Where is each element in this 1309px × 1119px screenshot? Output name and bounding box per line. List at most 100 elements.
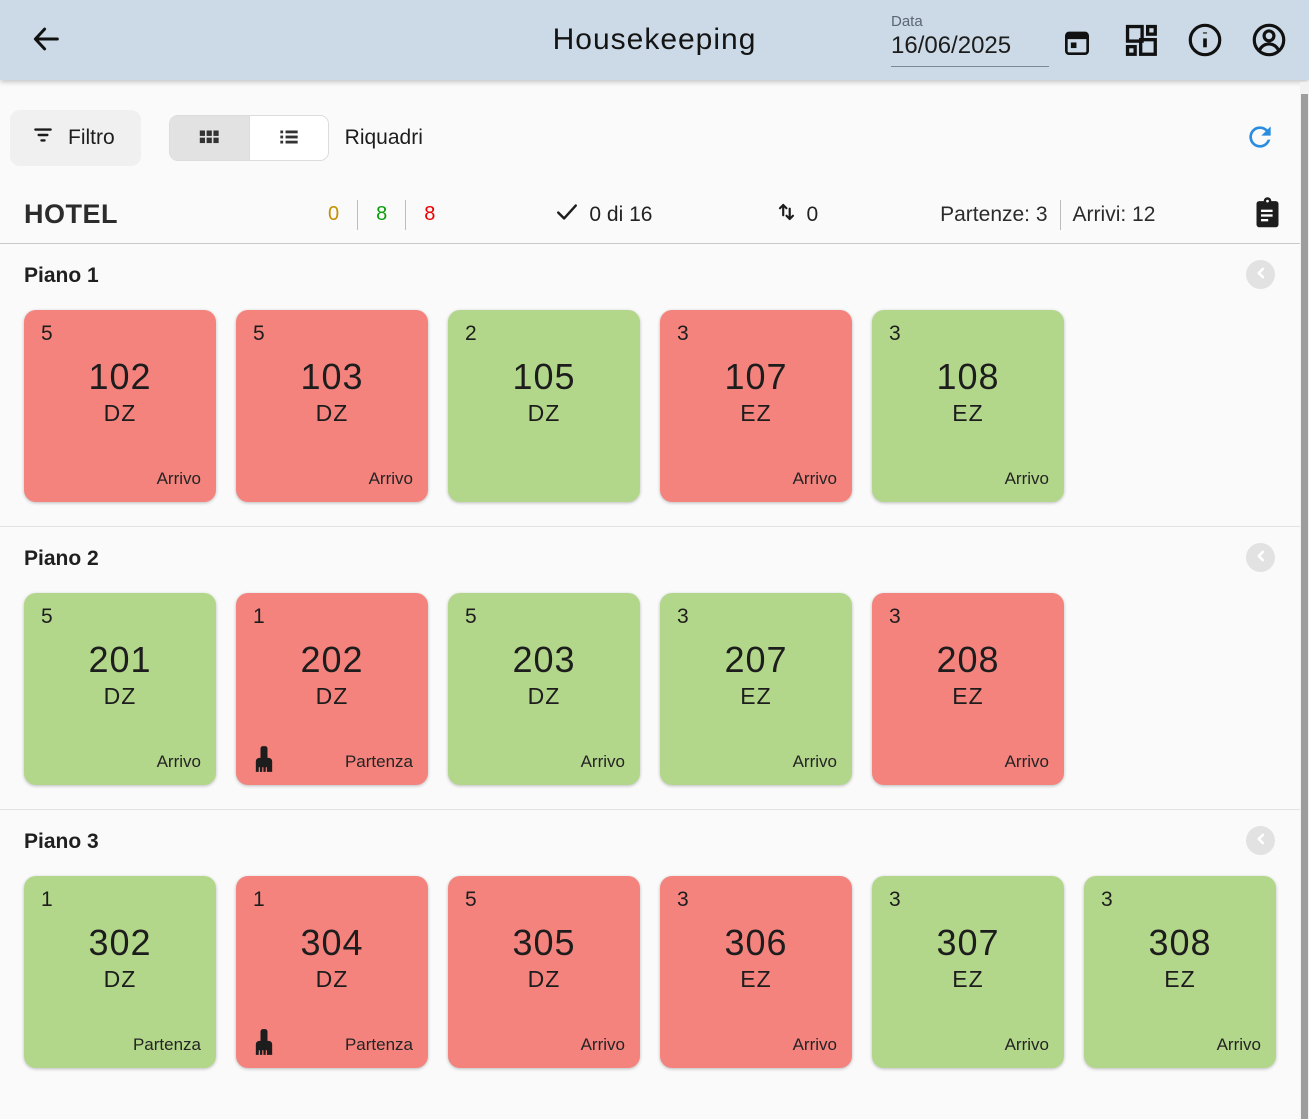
list-view-icon	[276, 124, 302, 153]
room-number: 208	[936, 639, 1000, 680]
collapse-section-button[interactable]	[1246, 826, 1275, 855]
room-number: 108	[936, 356, 1000, 397]
floors: Piano 1 5 102 DZ Arrivo 5 103 DZ A	[0, 244, 1309, 1092]
collapse-section-button[interactable]	[1246, 543, 1275, 572]
room-number: 203	[512, 639, 576, 680]
room-card[interactable]: 3 108 EZ Arrivo	[872, 310, 1064, 502]
floor-section: Piano 2 5 201 DZ Arrivo 1 202 DZ P	[0, 527, 1309, 810]
room-type: DZ	[527, 683, 561, 709]
guest-count: 3	[889, 888, 901, 911]
brush-icon	[250, 1028, 278, 1056]
guest-count: 5	[41, 322, 53, 345]
room-card[interactable]: 3 308 EZ Arrivo	[1084, 876, 1276, 1068]
guest-count: 1	[253, 888, 265, 911]
chevron-left-icon	[1252, 547, 1270, 568]
refresh-icon	[1244, 126, 1276, 156]
room-status: Partenza	[344, 752, 413, 771]
filter-button[interactable]: Filtro	[10, 110, 141, 166]
room-card[interactable]: 5 103 DZ Arrivo	[236, 310, 428, 502]
hotel-label: HOTEL	[24, 199, 118, 229]
room-card[interactable]: 1 302 DZ Partenza	[24, 876, 216, 1068]
room-grid: 1 302 DZ Partenza 1 304 DZ Partenza 5 30…	[24, 876, 1285, 1068]
room-card[interactable]: 3 207 EZ Arrivo	[660, 593, 852, 785]
swap-vert-icon	[774, 199, 800, 231]
grid-view-toggle[interactable]	[169, 116, 249, 160]
room-status: Arrivo	[792, 469, 837, 488]
room-card[interactable]: 5 102 DZ Arrivo	[24, 310, 216, 502]
room-card[interactable]: 5 201 DZ Arrivo	[24, 593, 216, 785]
room-card[interactable]: 1 304 DZ Partenza	[236, 876, 428, 1068]
dashboard-button[interactable]	[1120, 19, 1162, 61]
grid-view-icon	[196, 124, 222, 153]
swap-count-group: 0	[774, 199, 818, 231]
room-grid: 5 201 DZ Arrivo 1 202 DZ Partenza 5 203 …	[24, 593, 1285, 785]
room-card[interactable]: 2 105 DZ	[448, 310, 640, 502]
room-status: Arrivo	[1004, 752, 1049, 771]
filter-button-label: Filtro	[68, 126, 115, 149]
room-type: DZ	[103, 400, 137, 426]
room-card[interactable]: 3 307 EZ Arrivo	[872, 876, 1064, 1068]
room-type: EZ	[740, 400, 772, 426]
room-status: Arrivo	[156, 469, 201, 488]
date-field[interactable]: Data 16/06/2025	[891, 13, 1049, 67]
guest-count: 5	[465, 605, 477, 628]
room-number: 207	[724, 639, 788, 680]
arrivi-label: Arrivi: 12	[1072, 202, 1156, 226]
room-number: 105	[512, 356, 576, 397]
cleaned-progress: 0 di 16	[553, 198, 652, 232]
room-number: 305	[512, 922, 576, 963]
collapse-section-button[interactable]	[1246, 260, 1275, 289]
room-status: Partenza	[132, 1035, 201, 1054]
chevron-left-icon	[1252, 830, 1270, 851]
check-icon	[553, 198, 581, 232]
guest-count: 2	[465, 322, 477, 345]
room-number: 202	[300, 639, 364, 680]
room-status: Arrivo	[156, 752, 201, 771]
room-type: EZ	[1164, 966, 1196, 992]
count-red: 8	[424, 203, 436, 225]
guest-count: 3	[1101, 888, 1113, 911]
room-status: Arrivo	[1004, 1035, 1049, 1054]
info-button[interactable]	[1184, 19, 1226, 61]
count-amber: 0	[328, 203, 340, 225]
calendar-icon	[1061, 27, 1093, 59]
guest-count: 3	[677, 605, 689, 628]
guest-count: 5	[465, 888, 477, 911]
room-type: EZ	[740, 683, 772, 709]
refresh-button[interactable]	[1243, 121, 1277, 155]
room-card[interactable]: 3 208 EZ Arrivo	[872, 593, 1064, 785]
floor-section: Piano 1 5 102 DZ Arrivo 5 103 DZ A	[0, 244, 1309, 527]
date-field-label: Data	[891, 13, 923, 30]
back-button[interactable]	[26, 20, 66, 60]
room-card[interactable]: 1 202 DZ Partenza	[236, 593, 428, 785]
cleaned-progress-label: 0 di 16	[589, 202, 653, 226]
list-view-toggle[interactable]	[248, 116, 328, 160]
room-type: EZ	[952, 400, 984, 426]
room-card[interactable]: 5 305 DZ Arrivo	[448, 876, 640, 1068]
brush-icon	[250, 745, 278, 773]
partenze-label: Partenze: 3	[940, 202, 1048, 226]
room-card[interactable]: 5 203 DZ Arrivo	[448, 593, 640, 785]
account-icon	[1250, 21, 1288, 59]
room-type: DZ	[103, 966, 137, 992]
room-card[interactable]: 3 107 EZ Arrivo	[660, 310, 852, 502]
scrollbar-thumb[interactable]	[1301, 94, 1308, 1119]
room-card[interactable]: 3 306 EZ Arrivo	[660, 876, 852, 1068]
dashboard-icon	[1122, 21, 1160, 59]
floor-section: Piano 3 1 302 DZ Partenza 1 304 DZ	[0, 810, 1309, 1092]
room-number: 307	[936, 922, 1000, 963]
room-grid: 5 102 DZ Arrivo 5 103 DZ Arrivo 2 105 DZ	[24, 310, 1285, 502]
app-header: Housekeeping Data 16/06/2025	[0, 0, 1309, 80]
room-type: EZ	[952, 683, 984, 709]
header-right-cluster: Data 16/06/2025	[891, 0, 1301, 80]
room-number: 306	[724, 922, 788, 963]
report-button[interactable]	[1249, 196, 1285, 233]
scrollbar[interactable]	[1300, 82, 1309, 1119]
calendar-picker-button[interactable]	[1059, 25, 1095, 61]
toolbar: Filtro Riquadri	[0, 80, 1309, 186]
account-button[interactable]	[1248, 19, 1290, 61]
filter-icon	[30, 122, 56, 154]
room-number: 304	[300, 922, 364, 963]
room-type: DZ	[315, 683, 349, 709]
guest-count: 5	[253, 322, 265, 345]
